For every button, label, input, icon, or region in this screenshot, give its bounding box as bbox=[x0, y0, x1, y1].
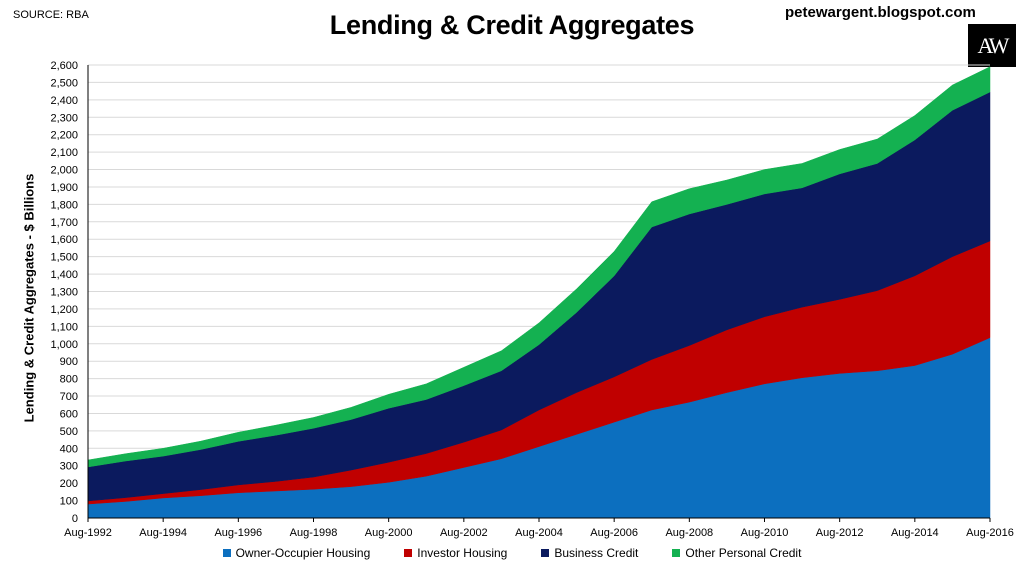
y-tick-label: 700 bbox=[60, 391, 78, 403]
y-tick-label: 2,400 bbox=[50, 95, 78, 107]
x-tick-label: Aug-2012 bbox=[816, 527, 864, 539]
aw-logo: AW bbox=[968, 24, 1016, 67]
y-tick-label: 500 bbox=[60, 426, 78, 438]
source-note: SOURCE: RBA bbox=[13, 9, 89, 21]
legend-swatch bbox=[672, 549, 681, 557]
y-tick-label: 1,100 bbox=[50, 321, 78, 333]
legend-label: Investor Housing bbox=[417, 546, 508, 560]
y-tick-label: 100 bbox=[60, 496, 78, 508]
y-tick-label: 1,000 bbox=[50, 339, 78, 351]
y-tick-label: 1,900 bbox=[50, 182, 78, 194]
y-tick-label: 2,500 bbox=[50, 77, 78, 89]
y-tick-label: 1,200 bbox=[50, 304, 78, 316]
y-tick-label: 600 bbox=[60, 408, 78, 420]
blog-url[interactable]: petewargent.blogspot.com bbox=[785, 4, 976, 21]
x-tick-labels: Aug-1992 Aug-1994 Aug-1996 Aug-1998 Aug-2000… bbox=[64, 527, 1014, 539]
y-tick-label: 2,600 bbox=[50, 60, 78, 72]
y-tick-label: 2,200 bbox=[50, 130, 78, 142]
x-tick-label: Aug-2010 bbox=[741, 527, 789, 539]
x-tick-label: Aug-1996 bbox=[214, 527, 262, 539]
x-tick-label: Aug-2002 bbox=[440, 527, 488, 539]
x-tick-label: Aug-2016 bbox=[966, 527, 1014, 539]
y-tick-label: 400 bbox=[60, 443, 78, 455]
y-tick-label: 800 bbox=[60, 374, 78, 386]
y-tick-label: 1,700 bbox=[50, 217, 78, 229]
x-tick-label: Aug-2008 bbox=[665, 527, 713, 539]
legend-label: Business Credit bbox=[554, 546, 639, 560]
y-tick-label: 1,400 bbox=[50, 269, 78, 281]
legend-label: Other Personal Credit bbox=[685, 546, 802, 560]
legend-item: Other Personal Credit bbox=[672, 546, 801, 560]
x-tick-label: Aug-2004 bbox=[515, 527, 563, 539]
chart-title: Lending & Credit Aggregates bbox=[329, 10, 695, 40]
x-tick-label: Aug-1998 bbox=[290, 527, 338, 539]
y-tick-label: 1,300 bbox=[50, 287, 78, 299]
y-tick-label: 300 bbox=[60, 461, 78, 473]
y-tick-label: 1,800 bbox=[50, 199, 78, 211]
x-tick-label: Aug-2014 bbox=[891, 527, 939, 539]
legend-item: Owner-Occupier Housing bbox=[222, 546, 371, 560]
legend-swatch bbox=[404, 549, 413, 557]
x-tick-label: Aug-1992 bbox=[64, 527, 112, 539]
y-tick-label: 2,300 bbox=[50, 112, 78, 124]
area-other-personal-credit bbox=[87, 66, 991, 468]
y-tick-label: 0 bbox=[72, 513, 78, 525]
x-tick-label: Aug-1994 bbox=[139, 527, 187, 539]
y-tick-label: 900 bbox=[60, 356, 78, 368]
legend-item: Investor Housing bbox=[404, 546, 507, 560]
y-tick-label: 1,500 bbox=[50, 252, 78, 264]
y-tick-labels: 0 100 200 300 400 500 600 700 800 900 1,000 1,100 1,… bbox=[50, 60, 78, 525]
y-tick-label: 2,100 bbox=[50, 147, 78, 159]
legend-swatch bbox=[541, 549, 550, 557]
y-tick-label: 2,000 bbox=[50, 165, 78, 177]
y-tick-label: 200 bbox=[60, 478, 78, 490]
y-tick-label: 1,600 bbox=[50, 234, 78, 246]
legend: Owner-Occupier Housing Investor Housing Bu… bbox=[0, 546, 1024, 560]
axes bbox=[87, 65, 991, 522]
legend-item: Business Credit bbox=[541, 546, 638, 560]
x-tick-label: Aug-2000 bbox=[365, 527, 413, 539]
legend-label: Owner-Occupier Housing bbox=[235, 546, 371, 560]
legend-swatch bbox=[222, 549, 231, 557]
x-tick-label: Aug-2006 bbox=[590, 527, 638, 539]
